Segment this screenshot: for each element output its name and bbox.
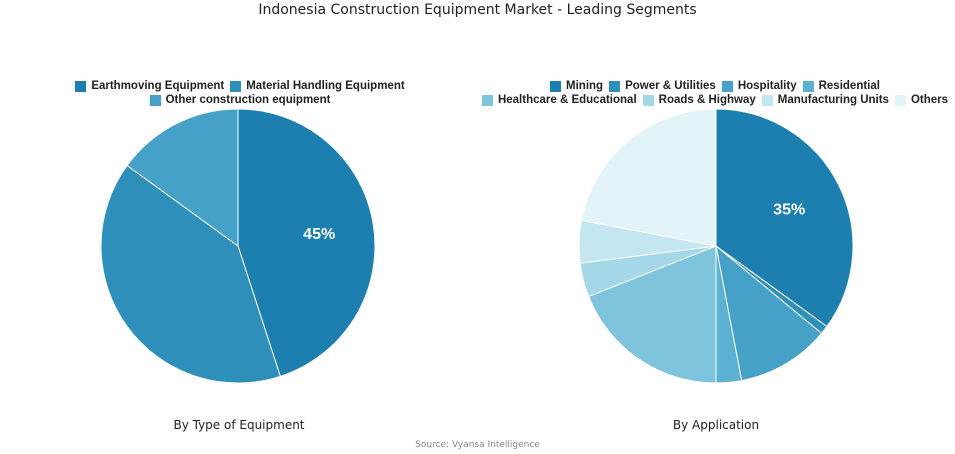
data-label-mining: 35%: [773, 202, 805, 219]
legend-label: Healthcare & Educational: [497, 94, 637, 106]
legend-item-healthcare-educational: Healthcare & Educational: [481, 94, 637, 106]
pie-slice-earthmoving-equipment: [237, 108, 376, 377]
legend-swatch: [230, 80, 242, 92]
chart-title: Indonesia Construction Equipment Market …: [258, 2, 697, 18]
legend-item-earthmoving-equipment: Earthmoving Equipment: [75, 80, 224, 92]
legend-swatch: [642, 94, 654, 106]
legend-label: Mining: [566, 80, 604, 92]
legend-swatch: [761, 94, 773, 106]
legend-type-of-equipment: Earthmoving Equipment Material Handling E…: [50, 80, 430, 106]
subtitle-application: By Application: [672, 418, 760, 432]
legend-swatch: [609, 80, 621, 92]
legend-item-manufacturing-units: Manufacturing Units: [761, 94, 889, 106]
legend-swatch: [802, 80, 814, 92]
legend-application: Mining Power & Utilities Hospitality Reside…: [470, 80, 955, 106]
legend-item-other-construction-equipment: Other construction equipment: [149, 94, 331, 106]
legend-swatch: [550, 80, 562, 92]
legend-item-mining: Mining: [550, 80, 603, 92]
pie-slice-others: [580, 108, 717, 247]
legend-item-residential: Residential: [802, 80, 880, 92]
source-note: Source: Vyansa Intelligence: [415, 440, 540, 450]
legend-swatch: [149, 94, 161, 106]
pie-slice-other-construction-equipment: [126, 108, 239, 247]
data-label-earthmoving-equipment: 45%: [303, 226, 335, 243]
legend-label: Others: [910, 94, 949, 106]
legend-item-material-handling-equipment: Material Handling Equipment: [230, 80, 405, 92]
legend-swatch: [481, 94, 493, 106]
legend-label: Manufacturing Units: [777, 94, 889, 106]
legend-label: Hospitality: [737, 80, 797, 92]
pie-slice-material-handling-equipment: [100, 164, 281, 384]
legend-label: Other construction equipment: [165, 94, 331, 106]
legend-item-roads-highway: Roads & Highway: [642, 94, 756, 106]
legend-label: Residential: [818, 80, 880, 92]
legend-label: Earthmoving Equipment: [91, 80, 225, 92]
subtitle-type-of-equipment: By Type of Equipment: [173, 418, 305, 432]
pie-slice-healthcare-educational: [587, 245, 717, 384]
legend-label: Power & Utilities: [625, 80, 716, 92]
legend-label: Roads & Highway: [658, 94, 756, 106]
pie-slice-hospitality: [715, 244, 823, 382]
legend-item-power-utilities: Power & Utilities: [609, 80, 716, 92]
legend-swatch: [75, 80, 87, 92]
pie-slice-mining: [715, 108, 854, 328]
legend-item-others: Others: [894, 94, 949, 106]
legend-swatch: [894, 94, 906, 106]
legend-item-hospitality: Hospitality: [721, 80, 797, 92]
legend-label: Material Handling Equipment: [246, 80, 405, 92]
legend-swatch: [721, 80, 733, 92]
